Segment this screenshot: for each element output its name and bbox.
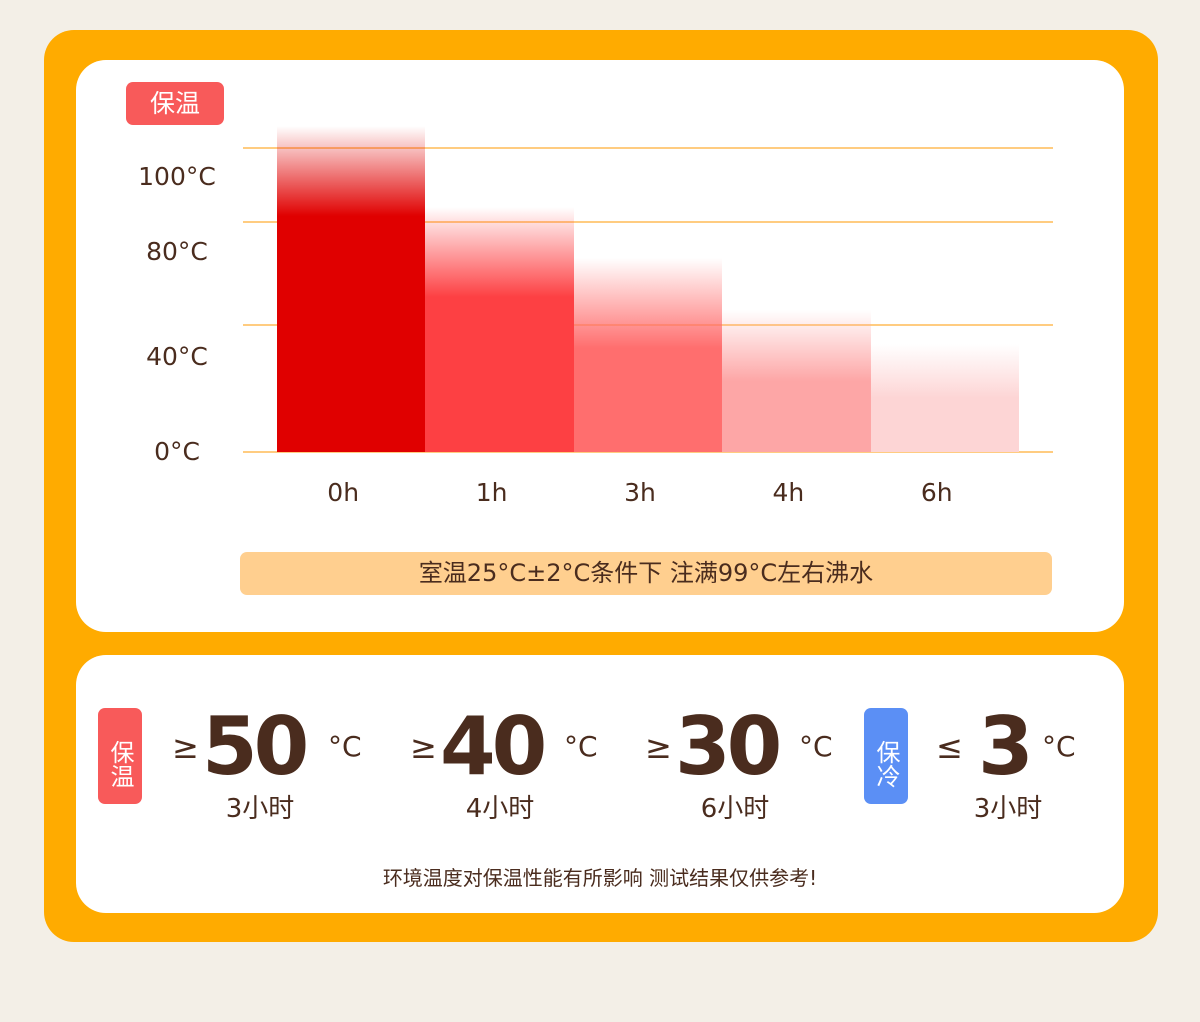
bar-0h <box>277 125 426 452</box>
bar-3h <box>573 258 723 452</box>
bar-4h <box>722 309 871 452</box>
comparator: ≥ <box>410 728 437 766</box>
x-tick-label: 6h <box>920 478 953 507</box>
cold-tag: 保冷 <box>864 708 908 804</box>
x-tick-label: 4h <box>772 478 805 507</box>
stat-duration: 4小时 <box>465 794 535 824</box>
stat-value: 3 <box>978 700 1034 793</box>
y-tick-label: 0°C <box>154 437 200 466</box>
bar-6h <box>870 344 1019 452</box>
comparator: ≥ <box>645 728 672 766</box>
x-tick-label: 0h <box>327 478 360 507</box>
warm-tag: 保温 <box>98 708 142 804</box>
stat-unit: °C <box>564 730 598 763</box>
comparator: ≤ <box>936 728 963 766</box>
x-tick-label: 3h <box>624 478 656 507</box>
stat-duration: 3小时 <box>973 794 1043 824</box>
stat-unit: °C <box>328 730 362 763</box>
disclaimer: 环境温度对保温性能有所影响 测试结果仅供参考! <box>382 866 818 890</box>
warm-keeping-tag: 保温 <box>126 82 224 125</box>
gridline <box>243 451 1053 453</box>
y-tick-label: 40°C <box>146 342 208 371</box>
y-tick-label: 80°C <box>146 237 208 266</box>
stat-unit: °C <box>1042 730 1076 763</box>
stat-duration: 6小时 <box>700 794 770 824</box>
test-condition-note: 室温25°C±2°C条件下 注满99°C左右沸水 <box>240 552 1052 595</box>
stat-unit: °C <box>799 730 833 763</box>
stat-value: 30 <box>675 700 782 793</box>
gridline <box>243 147 1053 149</box>
stat-duration: 3小时 <box>225 794 295 824</box>
stat-value: 40 <box>440 700 547 793</box>
y-tick-label: 100°C <box>138 162 216 191</box>
gridline <box>243 221 1053 223</box>
bar-1h <box>425 207 574 452</box>
comparator: ≥ <box>172 728 199 766</box>
x-tick-label: 1h <box>475 478 508 507</box>
stats-card <box>76 655 1124 913</box>
stat-value: 50 <box>202 700 309 793</box>
